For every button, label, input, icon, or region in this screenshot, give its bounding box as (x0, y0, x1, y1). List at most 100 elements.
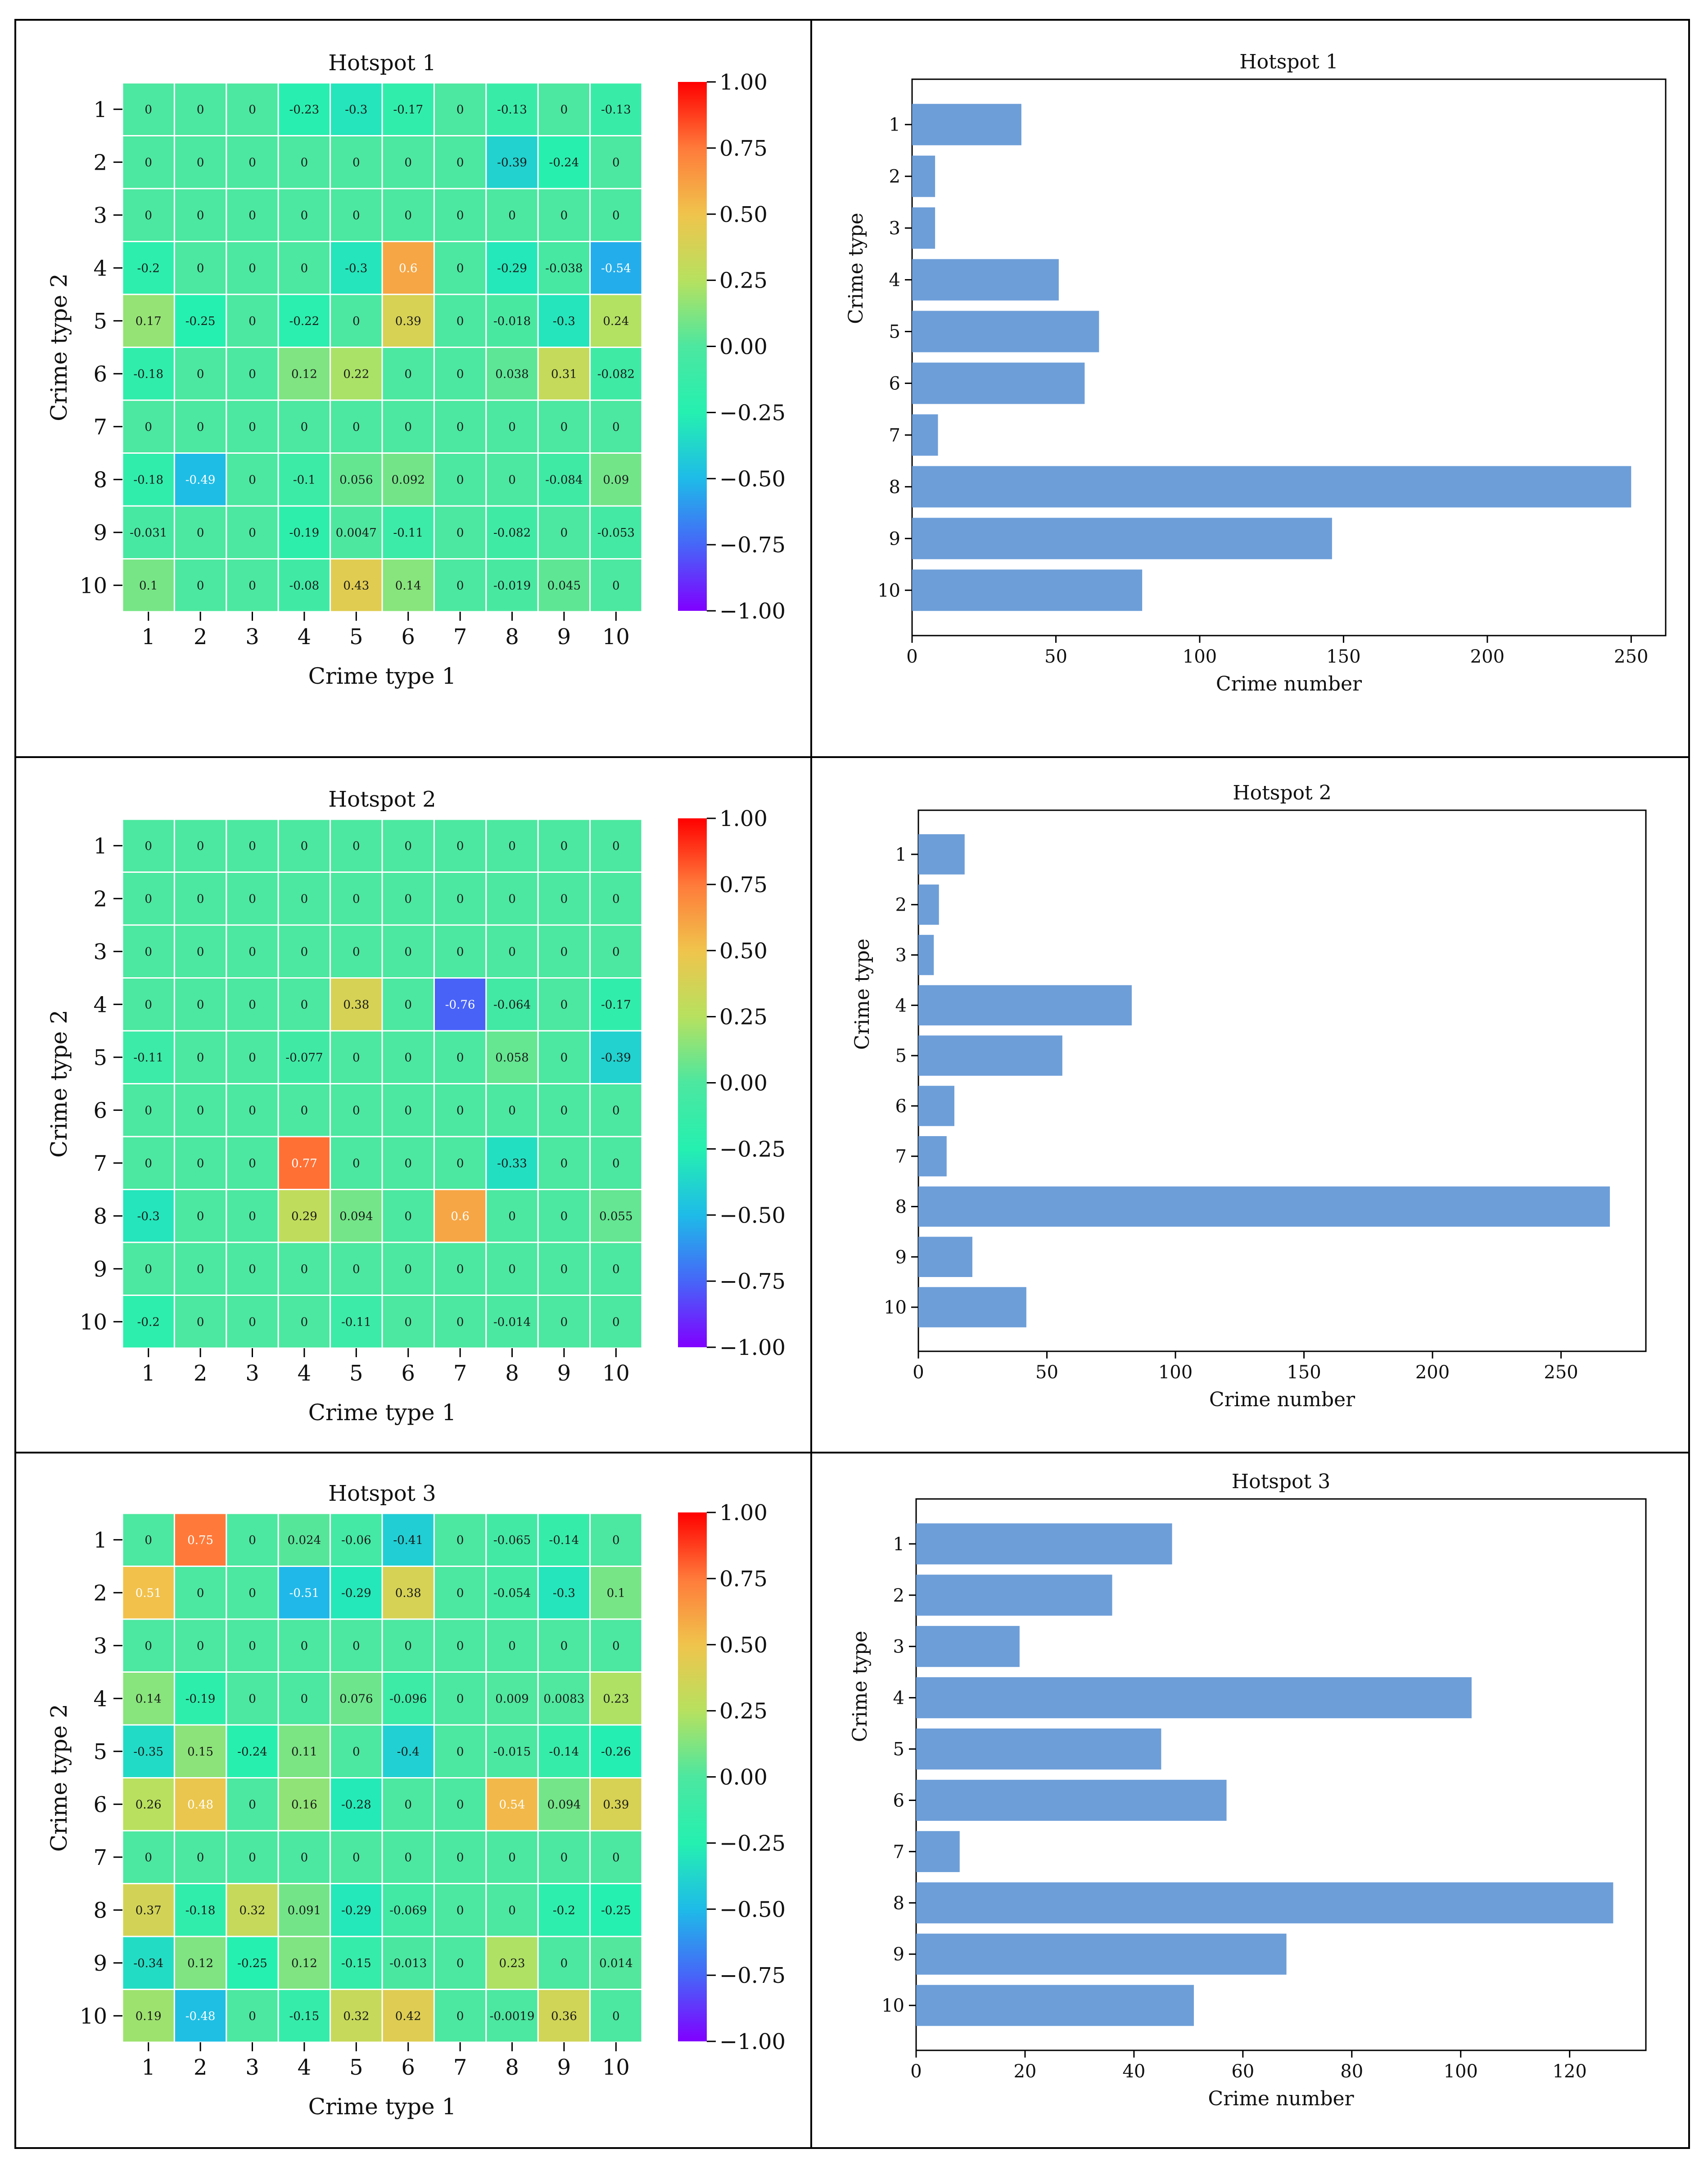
heatmap-cell-label: -0.76 (445, 998, 475, 1011)
heatmap-cell (277, 1030, 331, 1084)
x-tick-label: 0 (910, 2061, 922, 2082)
x-tick-label: 50 (1035, 1362, 1058, 1383)
heatmap-cell (226, 818, 279, 873)
heatmap-y-tick-label: 1 (93, 834, 107, 859)
heatmap-cell-label: 0 (560, 1104, 568, 1117)
heatmap-cell-label: 0 (612, 1534, 620, 1547)
heatmap-cell-label: 0 (456, 1851, 464, 1864)
heatmap-cell-label: 0 (404, 945, 412, 959)
heatmap-cell-label: 0.6 (399, 262, 417, 275)
heatmap-cell-label: 0.058 (495, 1051, 529, 1065)
heatmap-y-tick-label: 10 (80, 573, 107, 598)
heatmap-cell (173, 1724, 227, 1778)
heatmap-cell-label: 0 (508, 892, 516, 906)
heatmap-x-tick-label: 2 (194, 2055, 208, 2080)
bar (918, 1136, 947, 1177)
heatmap-y-tick-label: 6 (93, 1792, 107, 1817)
heatmap-cell (589, 871, 643, 926)
heatmap-cell (537, 399, 591, 454)
heatmap-cell (433, 977, 487, 1032)
heatmap-cell (330, 399, 383, 454)
heatmap-cell-label: 0 (145, 1157, 152, 1170)
heatmap-cell-label: 0 (197, 945, 204, 959)
heatmap-cell (381, 452, 435, 507)
heatmap-cell (537, 1989, 591, 2043)
heatmap-x-tick-label: 10 (602, 1361, 630, 1386)
heatmap-cell (173, 293, 227, 348)
heatmap-cell-label: -0.3 (345, 103, 367, 117)
colorbar-tick-label: −0.25 (719, 1137, 786, 1162)
y-tick-label: 8 (895, 1196, 907, 1217)
heatmap-cell-label: 0 (456, 840, 464, 853)
x-tick-label: 100 (1158, 1362, 1193, 1383)
heatmap-cell (122, 1671, 175, 1726)
heatmap-y-tick-label: 8 (93, 467, 107, 492)
heatmap-cell-label: 0 (145, 1639, 152, 1653)
heatmap-cell-label: 0 (456, 1904, 464, 1917)
heatmap-cell-label: 0 (404, 1263, 412, 1276)
heatmap-y-tick-label: 3 (93, 203, 107, 228)
heatmap-cells: 0 0 0 -0.23 -0.3 -0.17 0 -0.13 0 -0.130 0 0 0 0 0 0 -0.3… (80, 82, 643, 650)
heatmap-cell-label: -0.015 (493, 1745, 531, 1759)
heatmap-cell-label: 0.094 (339, 1210, 373, 1223)
heatmap-cell-label: 0.094 (547, 1798, 581, 1811)
heatmap-cell-label: 0 (145, 1263, 152, 1276)
heatmap-cell (330, 1566, 383, 1620)
heatmap-cell-label: 0 (508, 209, 516, 222)
heatmap-cell-label: 0.31 (551, 367, 577, 381)
heatmap-cell-label: 0 (508, 420, 516, 434)
heatmap-cell-label: 0 (197, 1210, 204, 1223)
heatmap-cell (485, 293, 539, 348)
heatmap-cell-label: 0 (456, 1051, 464, 1065)
heatmap-cell-label: 0 (612, 1104, 620, 1117)
heatmap-cell-label: 0 (197, 840, 204, 853)
heatmap-cell-label: -0.39 (601, 1051, 631, 1065)
heatmap-cell (381, 1936, 435, 1990)
bar (918, 985, 1132, 1026)
heatmap-cell-label: -0.3 (553, 315, 575, 328)
heatmap-cell-label: -0.41 (393, 1534, 423, 1547)
heatmap-cell-label: 0 (352, 420, 360, 434)
heatmap-cell-label: 0.1 (139, 579, 158, 592)
bar (918, 1035, 1062, 1076)
heatmap-cell (589, 1830, 643, 1884)
heatmap-cell-label: 0 (404, 1639, 412, 1653)
heatmap-cell-label: 0 (456, 103, 464, 117)
heatmap-cell-label: 0.14 (395, 579, 421, 592)
heatmap-x-tick-label: 8 (505, 2055, 519, 2080)
heatmap-cell-label: 0.17 (136, 315, 162, 328)
heatmap-cell-label: 0 (352, 840, 360, 853)
colorbar-tick-label: 0.25 (719, 268, 768, 293)
heatmap-cell (330, 1989, 383, 2043)
heatmap-cell-label: -0.08 (289, 579, 320, 592)
y-tick-label: 3 (889, 218, 900, 239)
y-tick-label: 4 (893, 1688, 904, 1709)
heatmap-cell-label: 0 (352, 156, 360, 169)
heatmap-cell-label: 0 (197, 1263, 204, 1276)
heatmap-title: Hotspot 3 (328, 1481, 436, 1506)
heatmap-cell-label: -0.084 (545, 473, 583, 487)
heatmap-cell (277, 1883, 331, 1937)
heatmap-cell-label: 0 (560, 1210, 568, 1223)
heatmap-x-tick-label: 6 (401, 2055, 415, 2080)
heatmap-x-tick-label: 6 (401, 1361, 415, 1386)
bar (912, 362, 1085, 404)
y-tick-label: 2 (895, 895, 907, 916)
heatmap-cell-label: 0 (612, 420, 620, 434)
heatmap-cell (433, 1936, 487, 1990)
heatmap-cell-label: 0.24 (603, 315, 629, 328)
heatmap-cell-label: 0 (456, 473, 464, 487)
heatmap-cell-label: 0 (456, 1957, 464, 1970)
heatmap-cell (485, 399, 539, 454)
x-tick-label: 80 (1340, 2061, 1363, 2082)
y-tick-label: 1 (895, 844, 907, 865)
x-tick-label: 20 (1013, 2061, 1036, 2082)
panel-frames (14, 19, 1690, 2149)
heatmap-cell-label: 0 (560, 945, 568, 959)
heatmap-cell-label: 0 (249, 526, 256, 540)
heatmap-cell (537, 1295, 591, 1349)
heatmap-cell-label: 0 (197, 1315, 204, 1329)
plot-frame (915, 1498, 1647, 2051)
heatmap-cell (122, 1989, 175, 2043)
heatmap-cell (589, 924, 643, 979)
